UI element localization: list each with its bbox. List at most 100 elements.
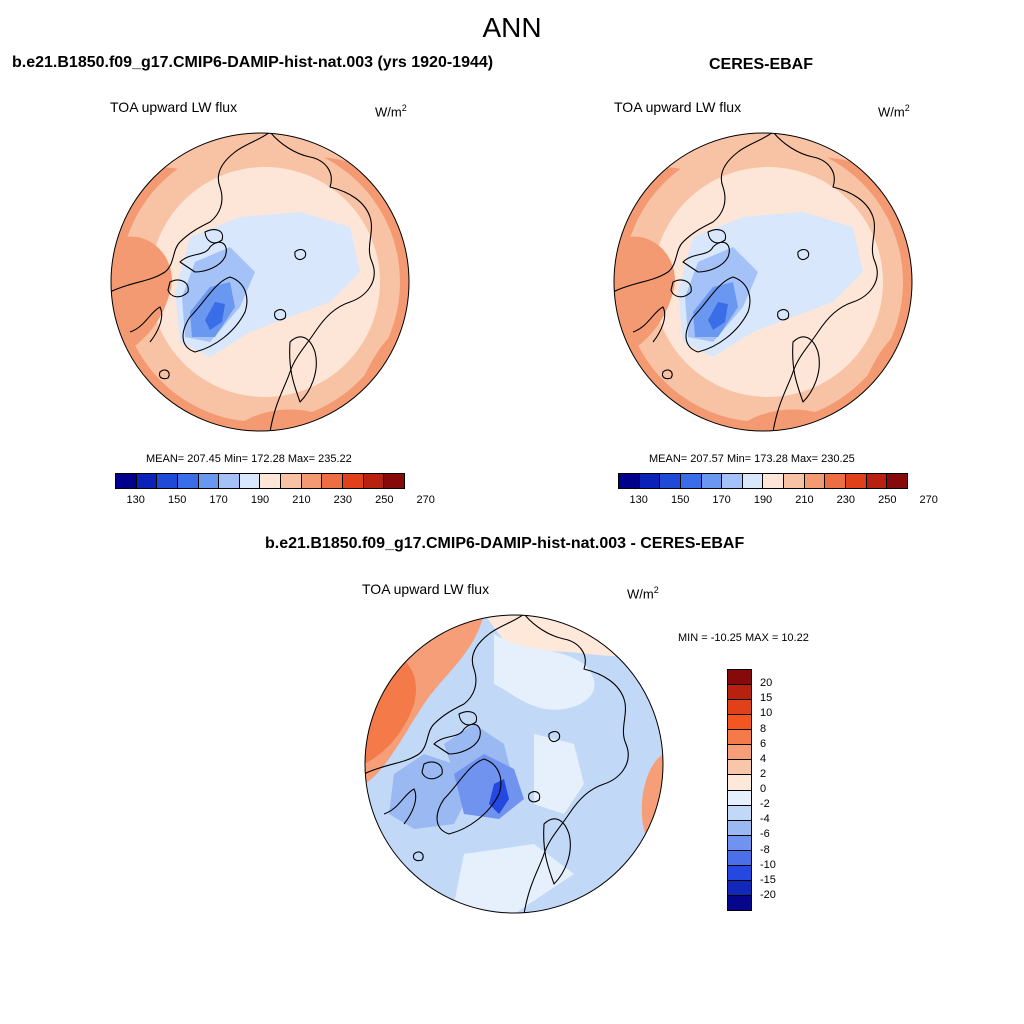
colorbar-swatch bbox=[804, 474, 826, 488]
panel2-polar-map bbox=[613, 132, 913, 432]
figure-title: ANN bbox=[482, 12, 542, 43]
colorbar-swatch bbox=[825, 474, 847, 488]
colorbar-swatch bbox=[728, 715, 751, 731]
panel1-stats: MEAN= 207.45 Min= 172.28 Max= 235.22 bbox=[146, 453, 352, 465]
colorbar-tick-label: 230 bbox=[836, 494, 856, 506]
colorbar-tick-label: 270 bbox=[919, 494, 938, 506]
colorbar-tick-label: 2 bbox=[760, 767, 767, 780]
colorbar-swatch bbox=[728, 670, 751, 686]
panel3-colorbar-ticks: 20 15 10 8 6 4 2 0 -2 -4 -6 -8 -10 -15 -20 bbox=[758, 669, 798, 911]
colorbar-swatch bbox=[322, 474, 344, 488]
flux-field bbox=[614, 133, 912, 431]
colorbar-swatch bbox=[157, 474, 178, 488]
colorbar-tick-label: 190 bbox=[753, 494, 773, 506]
colorbar-swatch bbox=[260, 474, 282, 488]
colorbar-tick-label: -15 bbox=[760, 873, 776, 886]
panel3-colorbar bbox=[727, 669, 752, 911]
panel1-variable-label: TOA upward LW flux bbox=[110, 99, 238, 115]
colorbar-swatch bbox=[198, 474, 220, 488]
flux-field bbox=[111, 133, 409, 431]
panel2-stats: MEAN= 207.57 Min= 173.28 Max= 230.25 bbox=[649, 453, 855, 465]
colorbar-swatch bbox=[728, 850, 751, 866]
colorbar-swatch bbox=[680, 474, 702, 488]
colorbar-tick-label: 150 bbox=[167, 494, 187, 506]
colorbar-swatch bbox=[846, 474, 867, 488]
panel1-polar-map bbox=[110, 132, 410, 432]
colorbar-tick-label: 0 bbox=[760, 783, 767, 795]
colorbar-tick-label: 10 bbox=[760, 707, 773, 720]
colorbar-swatch bbox=[136, 474, 158, 488]
colorbar-tick-label: 210 bbox=[795, 494, 814, 506]
difference-field bbox=[365, 615, 663, 913]
colorbar-tick-label: 150 bbox=[670, 494, 690, 506]
panel3-stats: MIN = -10.25 MAX = 10.22 bbox=[678, 632, 809, 644]
panel3-variable-label: TOA upward LW flux bbox=[362, 581, 490, 597]
colorbar-swatch bbox=[728, 700, 751, 716]
panel2-title: CERES-EBAF bbox=[709, 56, 814, 73]
colorbar-swatch bbox=[728, 805, 751, 821]
colorbar-tick-label: 130 bbox=[126, 494, 145, 506]
panel2-units: W/m2 bbox=[878, 103, 910, 120]
panel2-variable-label: TOA upward LW flux bbox=[614, 99, 742, 115]
panel2-colorbar-ticks: 130 150 170 190 210 230 250 270 bbox=[618, 494, 938, 508]
colorbar-swatch bbox=[728, 730, 751, 746]
colorbar-swatch bbox=[728, 880, 751, 896]
colorbar-swatch bbox=[728, 790, 751, 806]
colorbar-tick-label: 8 bbox=[760, 722, 767, 735]
colorbar-swatch bbox=[384, 474, 404, 488]
colorbar-tick-label: -8 bbox=[760, 843, 770, 856]
colorbar-swatch bbox=[728, 835, 751, 851]
colorbar-tick-label: 170 bbox=[209, 494, 228, 506]
panel1-colorbar bbox=[115, 473, 405, 489]
colorbar-swatch bbox=[728, 820, 751, 836]
panel1-title: b.e21.B1850.f09_g17.CMIP6-DAMIP-hist-nat… bbox=[12, 54, 494, 71]
colorbar-tick-label: 15 bbox=[760, 692, 773, 705]
colorbar-swatch bbox=[239, 474, 261, 488]
panel1-colorbar-ticks: 130 150 170 190 210 230 250 270 bbox=[115, 494, 435, 508]
colorbar-tick-label: 6 bbox=[760, 737, 767, 750]
colorbar-tick-label: 170 bbox=[712, 494, 731, 506]
colorbar-swatch bbox=[728, 745, 751, 761]
colorbar-swatch bbox=[701, 474, 723, 488]
coastlines bbox=[111, 133, 375, 431]
colorbar-swatch bbox=[177, 474, 199, 488]
colorbar-swatch bbox=[728, 895, 751, 910]
panel1-units: W/m2 bbox=[375, 103, 407, 120]
coastlines bbox=[365, 615, 629, 913]
colorbar-tick-label: 20 bbox=[760, 677, 773, 690]
colorbar-swatch bbox=[722, 474, 743, 488]
colorbar-swatch bbox=[784, 474, 805, 488]
colorbar-tick-label: -2 bbox=[760, 798, 770, 811]
colorbar-swatch bbox=[619, 474, 640, 488]
colorbar-swatch bbox=[728, 775, 751, 791]
colorbar-swatch bbox=[887, 474, 907, 488]
colorbar-swatch bbox=[363, 474, 385, 488]
colorbar-tick-label: 4 bbox=[760, 752, 767, 765]
colorbar-swatch bbox=[660, 474, 681, 488]
colorbar-swatch bbox=[639, 474, 661, 488]
colorbar-swatch bbox=[219, 474, 240, 488]
colorbar-tick-label: 230 bbox=[333, 494, 353, 506]
colorbar-tick-label: -6 bbox=[760, 828, 770, 841]
colorbar-swatch bbox=[281, 474, 302, 488]
colorbar-swatch bbox=[343, 474, 364, 488]
colorbar-tick-label: 270 bbox=[416, 494, 435, 506]
colorbar-tick-label: 210 bbox=[292, 494, 311, 506]
colorbar-swatch bbox=[116, 474, 137, 488]
colorbar-swatch bbox=[763, 474, 785, 488]
colorbar-tick-label: -4 bbox=[760, 813, 770, 826]
panel3-polar-map bbox=[364, 614, 664, 914]
panel3-units: W/m2 bbox=[627, 585, 659, 602]
coastlines bbox=[614, 133, 878, 431]
colorbar-swatch bbox=[728, 865, 751, 881]
colorbar-tick-label: 250 bbox=[878, 494, 897, 506]
colorbar-tick-label: 190 bbox=[250, 494, 270, 506]
colorbar-swatch bbox=[728, 760, 751, 776]
panel3-title: b.e21.B1850.f09_g17.CMIP6-DAMIP-hist-nat… bbox=[265, 535, 745, 552]
colorbar-tick-label: -20 bbox=[760, 888, 776, 901]
colorbar-swatch bbox=[866, 474, 888, 488]
colorbar-tick-label: 250 bbox=[375, 494, 394, 506]
colorbar-swatch bbox=[742, 474, 764, 488]
colorbar-tick-label: 130 bbox=[629, 494, 648, 506]
colorbar-swatch bbox=[301, 474, 323, 488]
